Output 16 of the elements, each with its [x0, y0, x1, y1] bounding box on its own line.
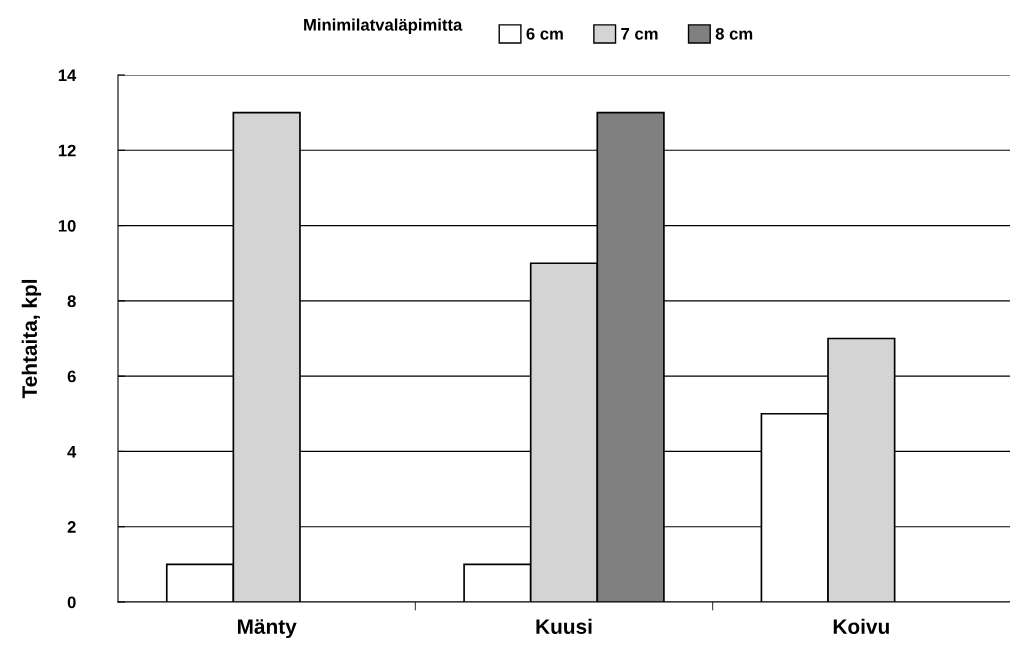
x-tick-label: Mänty	[237, 619, 297, 639]
y-tick-label: 10	[58, 219, 76, 232]
y-tick-label: 14	[58, 69, 77, 82]
y-tick-label: 6	[67, 370, 76, 383]
legend-label: 6 cm	[526, 27, 563, 40]
x-tick-label: Kuusi	[536, 618, 592, 634]
y-tick-label: 0	[67, 596, 76, 609]
legend-label: 7 cm	[621, 28, 658, 40]
y-tick-label: 12	[58, 144, 76, 157]
y-axis-title: Tehtaita, kpl	[21, 279, 42, 399]
y-tick-label: 2	[67, 521, 76, 533]
y-tick-label: 4	[67, 446, 77, 458]
y-tick-label: 8	[67, 295, 76, 308]
legend-title: Minimilatvaläpimitta	[304, 18, 463, 35]
x-tick-label: Koivu	[833, 618, 889, 634]
legend-label: 8 cm	[715, 27, 753, 40]
